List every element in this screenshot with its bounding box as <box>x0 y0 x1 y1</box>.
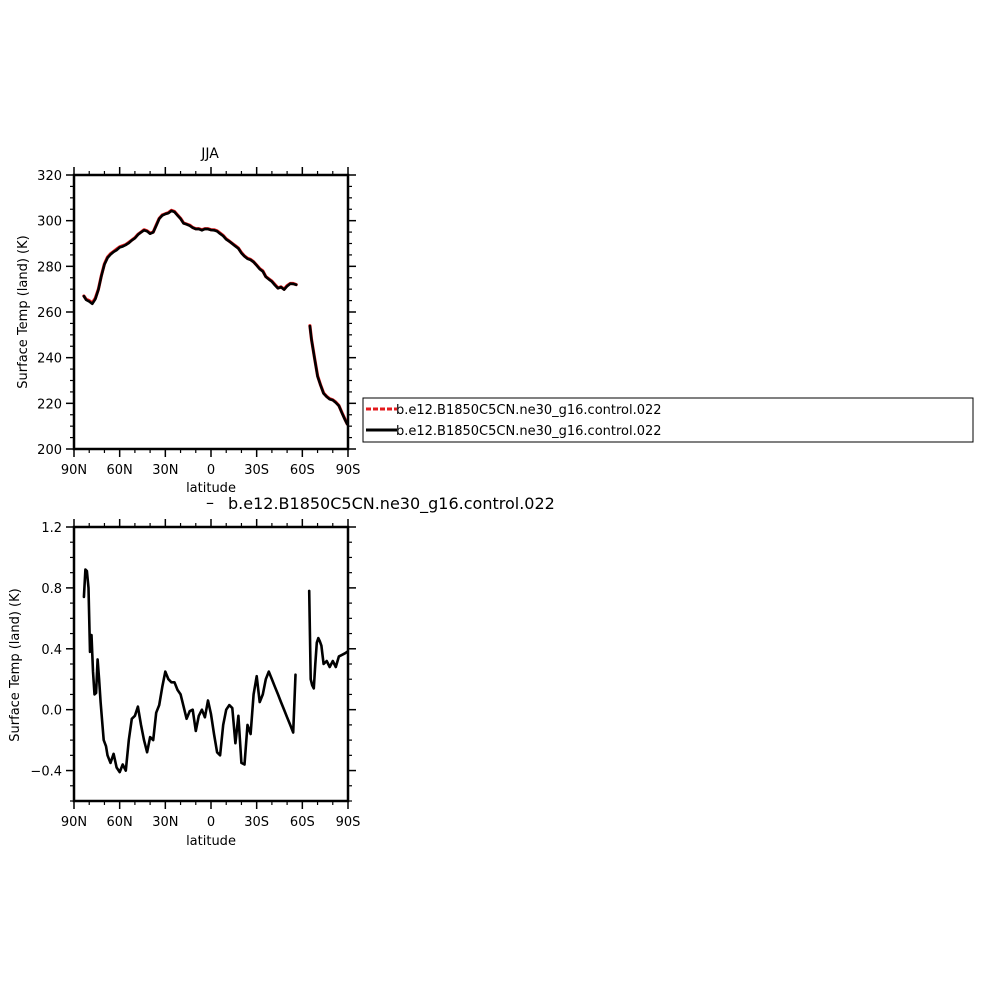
x-tick-label: 30N <box>152 815 178 830</box>
series-2-line-segment-1 <box>82 209 298 306</box>
series-1-line-segment-1 <box>82 568 297 774</box>
series-1-line-segment-2 <box>307 589 349 690</box>
bottom-plot-y-axis-label: Surface Temp (land) (K) <box>8 588 23 741</box>
x-tick-label: 90N <box>61 463 87 478</box>
bottom-plot: 90N 60N 30N 0 30S 60S 90S −0.4 0.0 0.4 0.8 1.2 lat… <box>8 519 360 849</box>
y-tick-label: 200 <box>37 443 62 458</box>
top-plot-y-axis-label: Surface Temp (land) (K) <box>16 235 31 388</box>
top-plot: JJA 90N 60N 30N 0 30S 60S 90S 200 220 240 260 280 3… <box>16 146 360 496</box>
y-tick-label: −0.4 <box>30 765 62 780</box>
bottom-plot-ticks <box>66 519 356 809</box>
x-tick-label: 90S <box>336 815 361 830</box>
bottom-plot-x-axis-label: latitude <box>186 834 236 849</box>
x-tick-label: 90S <box>336 463 361 478</box>
top-plot-y-tick-labels: 200 220 240 260 280 300 320 <box>37 169 62 458</box>
y-tick-label: 0.0 <box>41 704 62 719</box>
legend-entry-2: b.e12.B1850C5CN.ne30_g16.control.022 <box>396 424 662 439</box>
bottom-plot-title-marker: – <box>206 493 214 512</box>
top-plot-frame <box>72 173 350 451</box>
bottom-plot-title-text: b.e12.B1850C5CN.ne30_g16.control.022 <box>228 494 555 514</box>
y-tick-label: 220 <box>37 397 62 412</box>
x-tick-label: 60S <box>290 463 315 478</box>
x-tick-label: 30S <box>244 463 269 478</box>
bottom-plot-y-tick-labels: −0.4 0.0 0.4 0.8 1.2 <box>30 521 62 780</box>
legend-entry-1: b.e12.B1850C5CN.ne30_g16.control.022 <box>396 403 662 418</box>
series-1-line-segment-1 <box>82 208 298 305</box>
x-tick-label: 60S <box>290 815 315 830</box>
y-tick-label: 320 <box>37 169 62 184</box>
x-tick-label: 0 <box>207 463 215 478</box>
y-tick-label: 0.4 <box>41 643 62 658</box>
y-tick-label: 1.2 <box>41 521 62 536</box>
x-tick-label: 60N <box>107 463 133 478</box>
bottom-plot-series <box>82 568 349 774</box>
x-tick-label: 90N <box>61 815 87 830</box>
y-tick-label: 260 <box>37 306 62 321</box>
y-tick-label: 300 <box>37 215 62 230</box>
bottom-plot-title: – b.e12.B1850C5CN.ne30_g16.control.022 <box>206 493 555 514</box>
legend: b.e12.B1850C5CN.ne30_g16.control.022 b.e… <box>362 397 974 443</box>
top-plot-series <box>82 208 349 426</box>
top-plot-x-tick-labels: 90N 60N 30N 0 30S 60S 90S <box>61 463 361 478</box>
top-plot-x-axis-label: latitude <box>186 481 236 496</box>
y-tick-label: 280 <box>37 260 62 275</box>
series-2-line-segment-2 <box>308 324 349 426</box>
bottom-plot-x-tick-labels: 90N 60N 30N 0 30S 60S 90S <box>61 815 361 830</box>
legend-box <box>362 397 974 443</box>
x-tick-label: 30N <box>152 463 178 478</box>
x-tick-label: 30S <box>244 815 269 830</box>
y-tick-label: 0.8 <box>41 582 62 597</box>
y-tick-label: 240 <box>37 352 62 367</box>
x-tick-label: 60N <box>107 815 133 830</box>
top-plot-ticks <box>66 167 356 457</box>
x-tick-label: 0 <box>207 815 215 830</box>
top-plot-title: JJA <box>200 146 219 162</box>
